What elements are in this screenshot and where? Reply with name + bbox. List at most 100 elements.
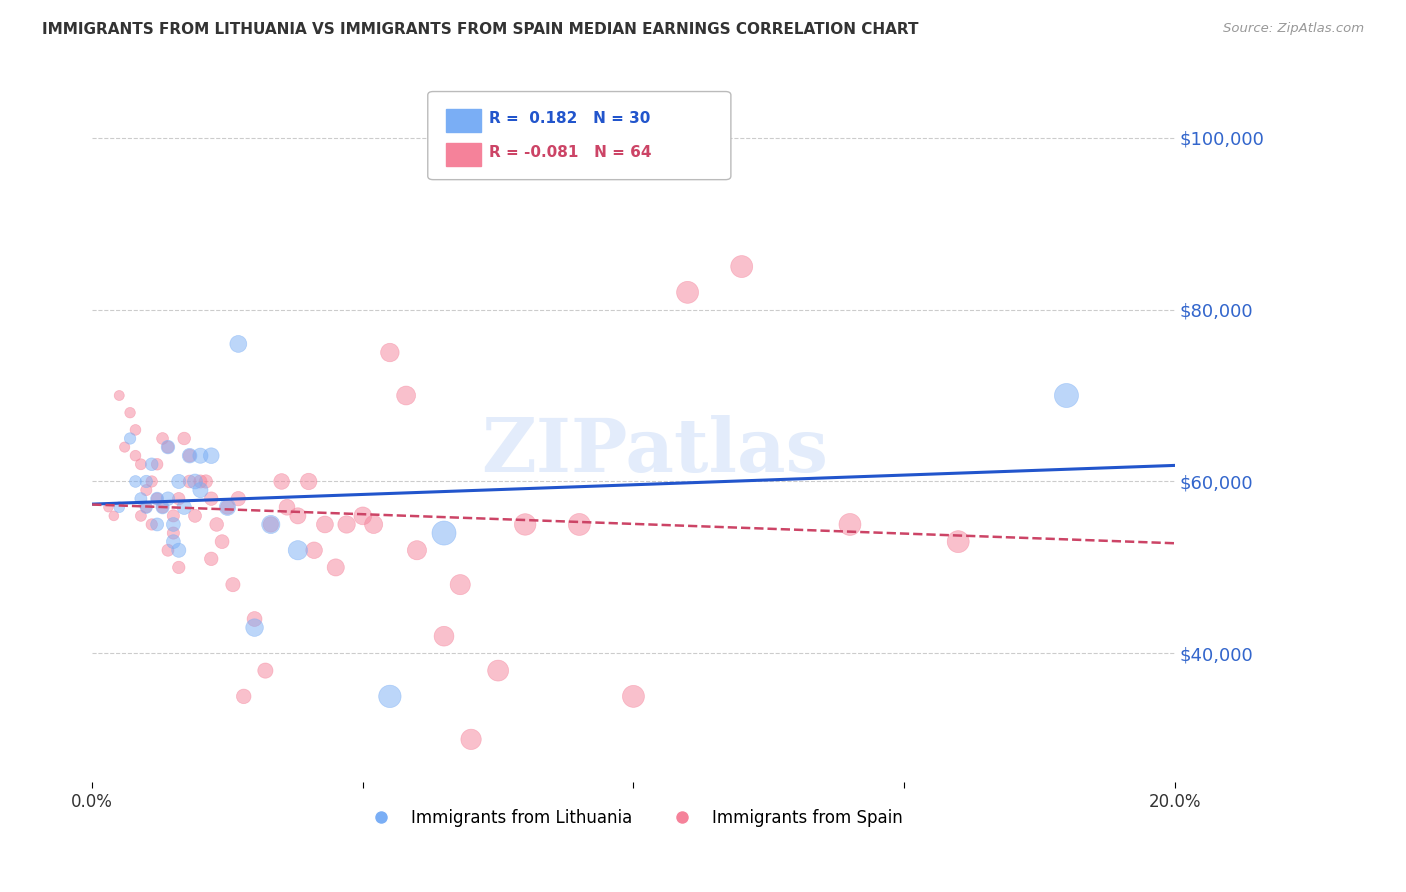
Point: [135, 483, 157, 497]
Point: [298, 475, 321, 489]
Point: [363, 517, 385, 532]
Point: [167, 543, 190, 558]
Point: [152, 432, 174, 446]
Point: [200, 552, 222, 566]
Point: [433, 526, 456, 541]
Point: [167, 491, 190, 506]
Point: [515, 517, 537, 532]
Point: [179, 449, 201, 463]
Point: [568, 517, 591, 532]
Point: [152, 500, 174, 515]
Point: [200, 449, 222, 463]
Text: ZIPatlas: ZIPatlas: [482, 415, 828, 488]
Point: [146, 517, 169, 532]
Point: [194, 475, 217, 489]
Point: [184, 508, 207, 523]
Point: [162, 526, 184, 541]
Point: [232, 690, 254, 704]
Point: [135, 500, 157, 515]
Point: [156, 440, 179, 454]
Point: [135, 475, 157, 489]
Point: [167, 475, 190, 489]
Bar: [446, 109, 481, 132]
Point: [325, 560, 347, 574]
Point: [173, 432, 195, 446]
Point: [97, 500, 120, 515]
Point: [190, 449, 212, 463]
Point: [103, 508, 125, 523]
Point: [254, 664, 277, 678]
Legend: Immigrants from Lithuania, Immigrants from Spain: Immigrants from Lithuania, Immigrants fr…: [357, 803, 910, 834]
Point: [156, 440, 179, 454]
Point: [276, 500, 298, 515]
Point: [287, 543, 309, 558]
Point: [190, 475, 212, 489]
Point: [623, 690, 645, 704]
Point: [395, 388, 418, 402]
Point: [302, 543, 325, 558]
Point: [352, 508, 374, 523]
Point: [129, 491, 152, 506]
Text: R =  0.182   N = 30: R = 0.182 N = 30: [489, 111, 651, 126]
Point: [378, 345, 401, 359]
Point: [406, 543, 429, 558]
Point: [1056, 388, 1078, 402]
Point: [152, 500, 174, 515]
Point: [173, 500, 195, 515]
Point: [243, 621, 266, 635]
Point: [129, 457, 152, 471]
Point: [184, 475, 207, 489]
Point: [314, 517, 336, 532]
Point: [211, 534, 233, 549]
FancyBboxPatch shape: [427, 92, 731, 179]
Point: [200, 491, 222, 506]
Point: [156, 543, 179, 558]
Point: [217, 500, 239, 515]
Point: [167, 560, 190, 574]
Point: [190, 483, 212, 497]
Point: [378, 690, 401, 704]
Point: [179, 475, 201, 489]
Point: [120, 406, 142, 420]
Point: [162, 534, 184, 549]
Point: [228, 337, 250, 351]
Point: [162, 508, 184, 523]
Point: [243, 612, 266, 626]
Point: [141, 517, 163, 532]
Point: [179, 449, 201, 463]
Point: [141, 457, 163, 471]
Text: R = -0.081   N = 64: R = -0.081 N = 64: [489, 145, 652, 160]
Point: [217, 500, 239, 515]
Point: [162, 517, 184, 532]
Point: [260, 517, 283, 532]
Point: [228, 491, 250, 506]
Point: [129, 508, 152, 523]
Point: [205, 517, 228, 532]
Point: [948, 534, 970, 549]
Point: [460, 732, 482, 747]
Point: [839, 517, 862, 532]
Point: [108, 388, 131, 402]
Point: [120, 432, 142, 446]
Point: [124, 475, 146, 489]
Point: [114, 440, 136, 454]
Point: [135, 500, 157, 515]
Point: [222, 577, 245, 591]
Point: [287, 508, 309, 523]
Text: Source: ZipAtlas.com: Source: ZipAtlas.com: [1223, 22, 1364, 36]
Point: [260, 517, 283, 532]
Point: [141, 475, 163, 489]
Point: [146, 491, 169, 506]
Point: [146, 457, 169, 471]
Point: [433, 629, 456, 643]
Point: [108, 500, 131, 515]
Point: [335, 517, 357, 532]
Point: [146, 491, 169, 506]
Bar: [446, 143, 481, 166]
Point: [449, 577, 471, 591]
Point: [270, 475, 292, 489]
Text: IMMIGRANTS FROM LITHUANIA VS IMMIGRANTS FROM SPAIN MEDIAN EARNINGS CORRELATION C: IMMIGRANTS FROM LITHUANIA VS IMMIGRANTS …: [42, 22, 918, 37]
Point: [124, 423, 146, 437]
Point: [486, 664, 509, 678]
Point: [731, 260, 754, 274]
